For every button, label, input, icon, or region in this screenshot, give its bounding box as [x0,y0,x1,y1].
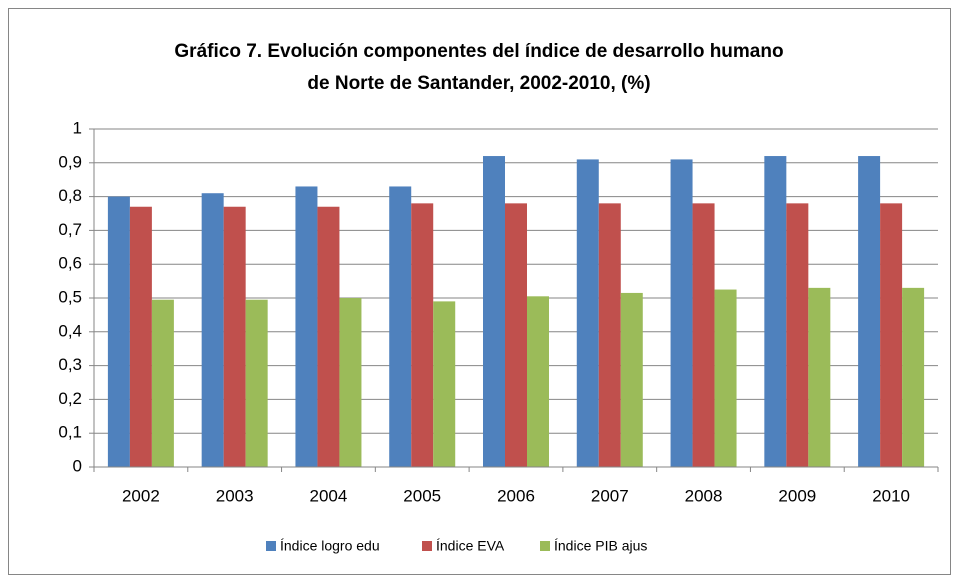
bar [764,156,787,468]
x-tick-label: 2003 [216,486,254,505]
bar [505,203,527,468]
bar [692,203,715,468]
bar [808,287,831,467]
x-tick-label: 2005 [403,486,441,505]
legend-label: Índice logro edu [280,538,380,554]
bar [201,193,224,467]
y-tick-label: 1 [73,118,82,137]
bar [317,206,340,468]
bar [129,206,152,468]
y-tick-label: 0,5 [58,287,82,306]
bar [598,203,621,468]
bar [223,206,246,468]
bar [902,287,925,467]
x-tick-label: 2004 [310,486,348,505]
x-tick-label: 2010 [872,486,910,505]
y-tick-label: 0,4 [58,321,82,340]
bar [151,299,174,467]
y-tick-label: 0,1 [58,423,82,442]
bar [433,301,456,467]
bar [858,156,881,468]
y-tick-label: 0,3 [58,355,82,374]
bar [483,156,505,468]
bar [295,186,318,467]
x-tick-label: 2008 [685,486,723,505]
x-tick-label: 2007 [591,486,629,505]
bar [620,292,643,467]
legend-label: Índice PIB ajus [554,538,647,554]
bar [411,203,434,468]
y-tick-label: 0,6 [58,254,82,273]
bar [107,196,130,467]
legend-swatch [266,541,276,551]
x-tick-label: 2002 [122,486,160,505]
y-tick-label: 0,9 [58,152,82,171]
chart-title: de Norte de Santander, 2002-2010, (%) [307,73,650,94]
bar [527,296,549,467]
bar [245,299,268,467]
legend-swatch [422,541,432,551]
y-tick-label: 0,2 [58,389,82,408]
bar [714,289,737,467]
bar [576,159,599,468]
chart-title: Gráfico 7. Evolución componentes del índ… [174,41,783,62]
legend-swatch [540,541,550,551]
y-tick-label: 0,8 [58,186,82,205]
legend-label: Índice EVA [436,538,505,554]
y-tick-label: 0 [73,456,82,475]
bar [786,203,809,468]
bar [880,203,903,468]
x-tick-label: 2009 [778,486,816,505]
bar [670,159,693,468]
x-tick-label: 2006 [497,486,535,505]
y-tick-label: 0,7 [58,220,82,239]
bar [339,298,362,467]
bar [389,186,412,467]
